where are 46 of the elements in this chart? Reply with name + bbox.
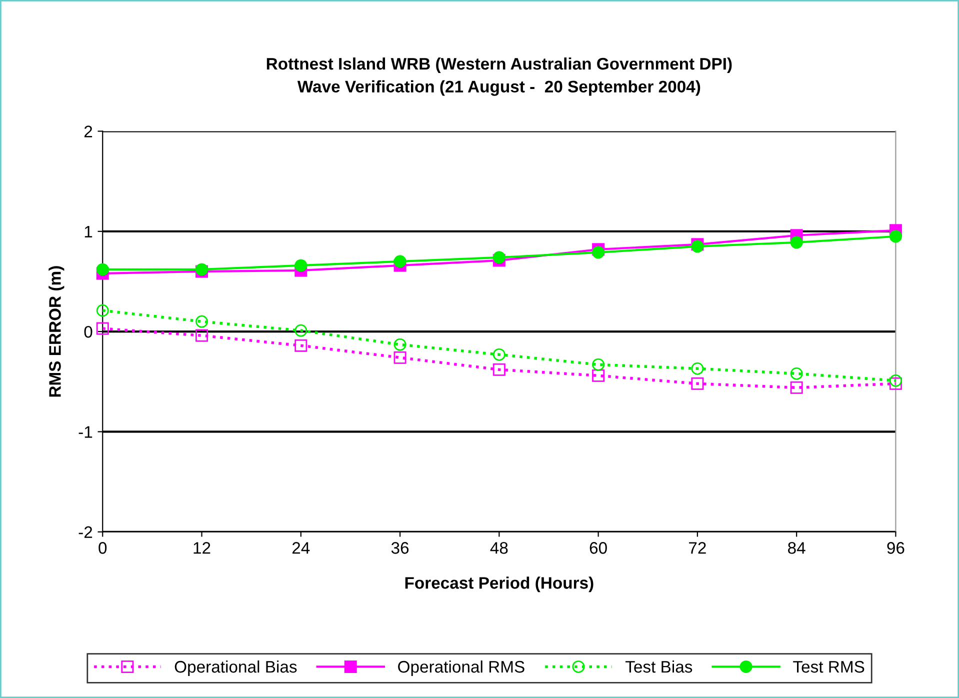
point: [790, 236, 803, 249]
x-axis-title: Forecast Period (Hours): [405, 576, 594, 592]
x-tick-label: 84: [788, 542, 806, 554]
point: [96, 263, 109, 276]
point: [294, 339, 308, 352]
point: [790, 381, 803, 394]
y-tick-label: 0: [84, 326, 92, 338]
point: [889, 377, 902, 390]
point: [294, 259, 308, 272]
point: [691, 362, 704, 375]
x-tick-label: 36: [391, 542, 409, 554]
point: [196, 329, 208, 342]
point: [790, 367, 803, 380]
point: [394, 338, 406, 351]
point: [492, 251, 506, 264]
chart-title: Rottnest Island WRB (Western Australian Government DPI) Wave Verification (21 August - 20 September 2004): [266, 57, 732, 96]
y-tick-label: 2: [84, 126, 92, 138]
point: [592, 369, 605, 382]
point: [196, 315, 208, 328]
y-axis-title: RMS ERROR (m): [48, 266, 64, 397]
x-tick-label: 24: [292, 542, 310, 554]
legend-label: Test Bias: [625, 660, 692, 673]
point: [492, 348, 506, 361]
point: [889, 374, 902, 387]
x-tick-label: 48: [490, 542, 508, 554]
point: [96, 322, 109, 335]
point: [592, 246, 605, 259]
point: [691, 377, 704, 390]
x-tick-label: 72: [689, 542, 706, 554]
point: [492, 363, 506, 376]
point: [96, 304, 109, 317]
point: [889, 230, 902, 243]
y-tick-label: 1: [84, 226, 92, 238]
legend-label: Test RMS: [793, 660, 864, 673]
point: [592, 358, 605, 371]
x-tick-label: 96: [887, 542, 904, 554]
point: [294, 324, 308, 337]
legend-label: Operational RMS: [398, 660, 524, 676]
point: [394, 351, 406, 364]
y-tick-label: -1: [78, 426, 92, 438]
x-tick-label: 60: [590, 542, 607, 554]
y-tick-label: -2: [78, 526, 92, 538]
x-tick-label: 0: [98, 542, 107, 554]
point: [394, 255, 406, 268]
x-tick-label: 12: [194, 542, 210, 554]
legend-label: Operational Bias: [174, 660, 297, 676]
